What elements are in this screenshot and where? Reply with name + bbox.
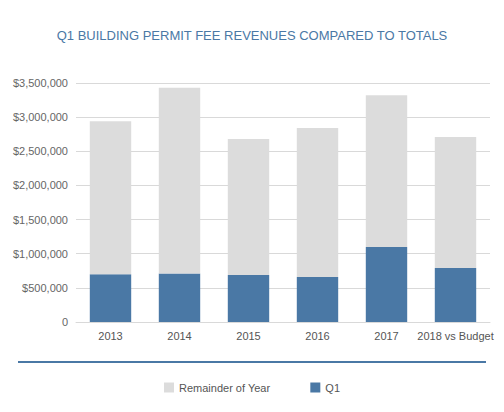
svg-text:$3,000,000: $3,000,000 (13, 111, 68, 123)
svg-text:2014: 2014 (167, 330, 191, 342)
svg-text:2016: 2016 (305, 330, 329, 342)
svg-text:$1,000,000: $1,000,000 (13, 248, 68, 260)
svg-text:$2,000,000: $2,000,000 (13, 179, 68, 191)
svg-text:$500,000: $500,000 (22, 282, 68, 294)
svg-text:$2,500,000: $2,500,000 (13, 145, 68, 157)
svg-text:Remainder of Year: Remainder of Year (179, 382, 270, 394)
svg-text:$1,500,000: $1,500,000 (13, 214, 68, 226)
svg-text:Q1: Q1 (325, 382, 340, 394)
svg-text:Q1 BUILDING PERMIT FEE REVENUE: Q1 BUILDING PERMIT FEE REVENUES COMPARED… (57, 28, 448, 43)
svg-text:2015: 2015 (236, 330, 260, 342)
svg-text:2017: 2017 (374, 330, 398, 342)
svg-text:2013: 2013 (98, 330, 122, 342)
svg-text:2018 vs Budget: 2018 vs Budget (417, 330, 493, 342)
svg-text:$3,500,000: $3,500,000 (13, 77, 68, 89)
svg-text:0: 0 (62, 316, 68, 328)
